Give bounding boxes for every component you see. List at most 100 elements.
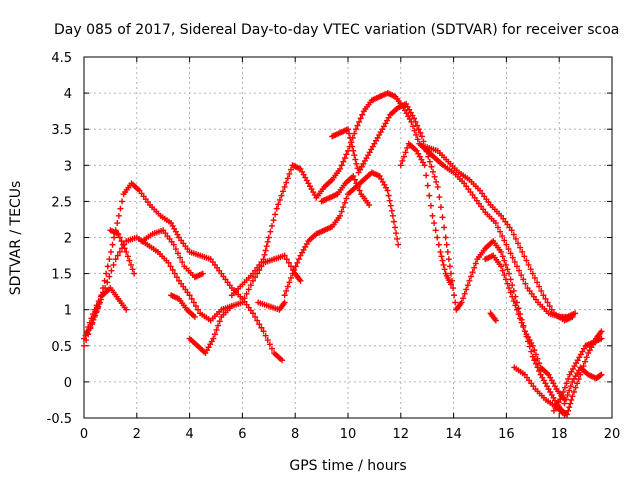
- data-point: [515, 240, 522, 247]
- data-point: [384, 187, 391, 194]
- data-point: [359, 111, 366, 118]
- data-point: [532, 360, 539, 367]
- data-point: [287, 274, 294, 281]
- data-point: [520, 276, 527, 283]
- data-point: [119, 198, 126, 205]
- data-point: [338, 162, 345, 169]
- data-point: [264, 337, 271, 344]
- x-tick-label: 2: [133, 427, 141, 442]
- data-point: [173, 274, 180, 281]
- data-point: [279, 357, 285, 364]
- data-point: [394, 235, 401, 242]
- data-point: [506, 285, 513, 292]
- data-point: [563, 380, 570, 387]
- y-tick-label: -0.5: [47, 412, 72, 427]
- data-point: [131, 270, 138, 277]
- series-track-17: [511, 364, 568, 418]
- data-point: [286, 170, 293, 177]
- data-point: [504, 266, 511, 273]
- data-point: [106, 256, 113, 263]
- data-point: [350, 173, 357, 180]
- data-point: [174, 250, 181, 257]
- data-point: [423, 172, 430, 179]
- data-point: [88, 315, 95, 322]
- data-point: [172, 246, 179, 253]
- data-point: [515, 311, 522, 318]
- data-point: [512, 302, 519, 309]
- data-point: [94, 305, 101, 312]
- data-point: [295, 256, 302, 263]
- data-point: [458, 299, 465, 306]
- data-point: [287, 166, 294, 173]
- data-point: [502, 276, 509, 283]
- data-point: [211, 331, 218, 338]
- data-point: [471, 264, 478, 271]
- data-point: [513, 263, 520, 270]
- data-point: [351, 130, 358, 137]
- data-point: [563, 396, 570, 403]
- y-tick-label: 0: [64, 376, 72, 391]
- data-point: [577, 371, 584, 378]
- data-point: [418, 133, 425, 140]
- data-point: [450, 285, 457, 292]
- data-point: [503, 241, 510, 248]
- data-point: [433, 178, 440, 185]
- data-point: [188, 295, 195, 302]
- data-point: [411, 115, 417, 122]
- data-point: [518, 319, 525, 326]
- data-point: [442, 234, 449, 241]
- data-point: [385, 192, 392, 199]
- data-point: [528, 348, 535, 355]
- data-point: [341, 199, 348, 206]
- data-point: [116, 248, 123, 255]
- data-point: [521, 253, 528, 260]
- x-tick-label: 6: [238, 427, 246, 442]
- data-point: [436, 194, 443, 201]
- data-point: [532, 351, 539, 358]
- data-point: [262, 247, 269, 254]
- data-point: [568, 396, 575, 403]
- data-point: [452, 299, 459, 306]
- data-point: [469, 269, 476, 276]
- data-point: [531, 274, 538, 281]
- data-point: [285, 259, 292, 266]
- data-point: [273, 205, 280, 212]
- data-point: [502, 261, 509, 268]
- data-point: [129, 266, 136, 273]
- x-tick-label: 18: [551, 427, 568, 442]
- data-point: [460, 295, 467, 302]
- data-point: [340, 204, 347, 211]
- data-point: [439, 214, 446, 221]
- data-point: [284, 283, 291, 290]
- y-tick-label: 0.5: [51, 340, 72, 355]
- data-point: [283, 287, 290, 294]
- data-point: [510, 298, 517, 305]
- data-point: [89, 319, 96, 326]
- data-point: [171, 270, 178, 277]
- data-point: [504, 280, 511, 287]
- series-track-3: [81, 285, 130, 349]
- data-point: [268, 222, 275, 229]
- data-point: [390, 218, 397, 225]
- data-point: [111, 234, 118, 241]
- data-point: [91, 313, 98, 320]
- y-tick-label: 3: [64, 159, 72, 174]
- data-point: [260, 256, 267, 263]
- data-point: [447, 281, 454, 288]
- data-point: [199, 270, 206, 277]
- data-point: [412, 118, 419, 125]
- data-point: [505, 246, 512, 253]
- data-point: [451, 292, 458, 299]
- data-point: [167, 263, 174, 270]
- data-point: [350, 147, 357, 154]
- data-point: [215, 322, 222, 329]
- data-point: [529, 270, 536, 277]
- data-point: [534, 279, 541, 286]
- data-point: [346, 130, 353, 137]
- data-point: [348, 139, 355, 146]
- series-track-2: [83, 234, 304, 335]
- data-point: [337, 165, 344, 172]
- data-point: [413, 131, 420, 138]
- data-point: [431, 220, 438, 227]
